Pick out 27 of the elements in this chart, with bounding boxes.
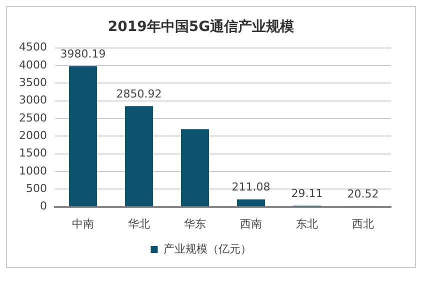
y-tick-label: 4500 bbox=[18, 40, 47, 54]
x-tick-label: 东北 bbox=[296, 217, 318, 230]
y-tick-label: 4000 bbox=[18, 58, 47, 72]
y-tick-label: 3000 bbox=[18, 94, 47, 107]
x-tick-label: 华北 bbox=[128, 217, 150, 230]
y-tick-label: 3500 bbox=[18, 76, 47, 89]
bar bbox=[180, 129, 209, 206]
bar bbox=[68, 66, 97, 206]
x-tick-label: 西北 bbox=[352, 217, 374, 230]
data-label: 20.52 bbox=[347, 187, 379, 200]
x-tick-label: 西南 bbox=[240, 217, 262, 230]
y-tick-label: 1000 bbox=[18, 164, 47, 178]
data-label: 29.11 bbox=[291, 187, 323, 200]
x-tick-label: 华东 bbox=[184, 217, 206, 230]
x-tick-label: 中南 bbox=[72, 217, 94, 230]
chart-title: 2019年中国5G通信产业规模 bbox=[108, 18, 296, 36]
y-tick-label: 1500 bbox=[18, 146, 47, 160]
y-tick-label: 2000 bbox=[18, 128, 47, 142]
data-label: 2850.92 bbox=[116, 87, 162, 100]
y-tick-label: 500 bbox=[26, 182, 47, 195]
data-label: 3980.19 bbox=[60, 48, 106, 61]
bar bbox=[237, 199, 265, 206]
legend-label: 产业规模（亿元） bbox=[163, 242, 252, 256]
y-tick-label: 0 bbox=[40, 200, 47, 213]
data-label: 211.08 bbox=[232, 180, 270, 194]
bar bbox=[124, 106, 153, 206]
y-tick-label: 2500 bbox=[18, 111, 47, 124]
